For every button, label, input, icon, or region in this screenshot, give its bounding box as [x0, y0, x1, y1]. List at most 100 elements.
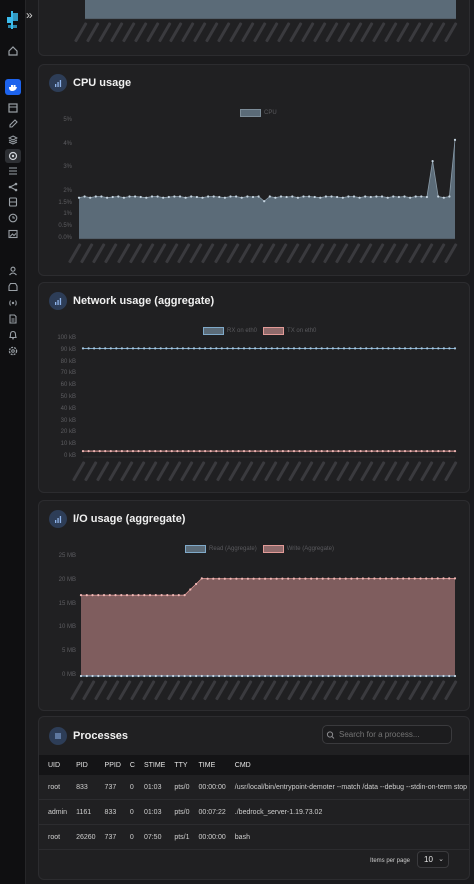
list-icon[interactable] [7, 165, 19, 177]
read-data-point [333, 674, 336, 678]
read-data-point [125, 674, 129, 678]
write-data-point [304, 577, 307, 580]
app-logo[interactable] [6, 9, 19, 31]
cpu-data-point [100, 195, 103, 198]
write-data-point [269, 577, 272, 580]
tx-series-point [126, 450, 129, 453]
rx-series-point [453, 347, 457, 350]
write-legend-swatch [262, 545, 284, 553]
column-header-cmd[interactable]: CMD [225, 755, 469, 775]
tx-series-point [270, 450, 273, 453]
write-data-point [407, 577, 411, 580]
cpu-data-point [437, 195, 440, 198]
rx-series-point [187, 347, 190, 350]
cpu-data-point [324, 195, 327, 198]
rx-series-point [426, 347, 429, 350]
rx-series-point [165, 347, 168, 350]
home-icon[interactable] [7, 45, 19, 57]
process-table-header: UID PID PPID C STIME TTY TIME CMD [39, 755, 469, 775]
network-y-tick-label: 90 kB [60, 346, 76, 353]
tx-series-point [237, 450, 240, 453]
write-data-point [189, 588, 192, 591]
column-header-pid[interactable]: PID [67, 755, 96, 775]
cell-time: 00:07:22 [189, 799, 226, 825]
rx-series-point [87, 347, 90, 350]
dashboard-icon[interactable] [7, 102, 19, 114]
logs-icon[interactable] [7, 313, 19, 325]
column-header-uid[interactable]: UID [39, 755, 68, 775]
antenna-icon[interactable] [7, 297, 19, 309]
stack-icon[interactable] [7, 134, 19, 146]
tx-series-point [187, 450, 190, 453]
rx-series-point [298, 347, 301, 350]
items-per-page-select[interactable]: 10 ⌄ [417, 851, 449, 868]
tx-series-point [87, 450, 90, 453]
image-icon[interactable] [7, 228, 19, 240]
cpu-data-point [319, 196, 322, 199]
cpu-legend[interactable]: CPU [240, 109, 277, 117]
io-legend[interactable]: Read (Aggregate) Write (Aggregate) [185, 545, 334, 553]
network-icon[interactable] [7, 181, 19, 193]
process-search-input[interactable] [337, 729, 441, 740]
write-data-point [367, 577, 370, 580]
tx-series-point [265, 450, 268, 453]
network-y-tick-label: 20 kB [60, 429, 76, 436]
network-y-tick-label: 40 kB [60, 405, 76, 412]
network-y-tick-label: 80 kB [60, 358, 76, 365]
write-data-point [91, 594, 94, 597]
column-header-ppid[interactable]: PPID [95, 755, 121, 775]
tx-series-point [304, 450, 307, 453]
read-data-point [102, 674, 106, 678]
cpu-data-point [89, 196, 92, 199]
write-data-point [264, 577, 267, 580]
volume-icon[interactable] [7, 196, 19, 208]
tx-series-point [131, 450, 135, 453]
write-data-point [252, 577, 255, 580]
registry-icon[interactable] [7, 281, 19, 293]
clock-icon[interactable] [7, 212, 19, 224]
network-legend[interactable]: RX on eth0 TX on eth0 [203, 327, 316, 335]
rx-series-point [442, 347, 445, 350]
column-header-stime[interactable]: STIME [134, 755, 166, 775]
read-data-point [91, 674, 94, 678]
column-header-tty[interactable]: TTY [165, 755, 190, 775]
tx-legend-label: TX on eth0 [287, 328, 317, 334]
cpu-data-point [341, 196, 344, 199]
cell-c: 0 [120, 775, 135, 800]
cpu-data-point [369, 195, 372, 199]
read-data-point [448, 674, 451, 678]
cpu-data-point [122, 196, 125, 199]
write-data-point [287, 577, 290, 580]
cell-ppid: 833 [95, 799, 121, 825]
rx-series-point [348, 347, 351, 350]
cpu-data-point [134, 195, 137, 198]
cpu-y-tick-label: 5% [63, 117, 72, 123]
users-icon[interactable] [7, 265, 19, 277]
column-header-c[interactable]: C [120, 755, 135, 775]
process-search[interactable] [322, 725, 452, 744]
cell-stime: 01:03 [134, 799, 166, 825]
memory-usage-card: 20 MB [38, 0, 470, 56]
tx-series-point [448, 450, 451, 453]
tx-series-point [342, 450, 346, 453]
write-data-point [275, 577, 278, 580]
container-icon[interactable] [5, 149, 21, 163]
write-data-point [137, 594, 140, 597]
column-header-time[interactable]: TIME [189, 755, 226, 775]
read-data-point [166, 674, 169, 678]
tx-series-point [415, 450, 418, 453]
rx-series-point [176, 347, 179, 350]
tx-series-point [148, 450, 151, 453]
bell-icon[interactable] [7, 329, 19, 341]
rx-series-point [337, 347, 340, 350]
edit-icon[interactable] [7, 118, 19, 130]
rx-series-point [120, 347, 123, 350]
rx-series-point [126, 347, 129, 350]
docker-env-icon[interactable] [5, 79, 21, 95]
cell-cmd: bash [225, 824, 469, 850]
expand-sidebar-icon[interactable]: » [26, 8, 33, 22]
read-data-point [281, 674, 284, 678]
settings-icon[interactable] [7, 345, 19, 357]
write-data-point [413, 577, 416, 580]
rx-series-point [115, 347, 118, 350]
